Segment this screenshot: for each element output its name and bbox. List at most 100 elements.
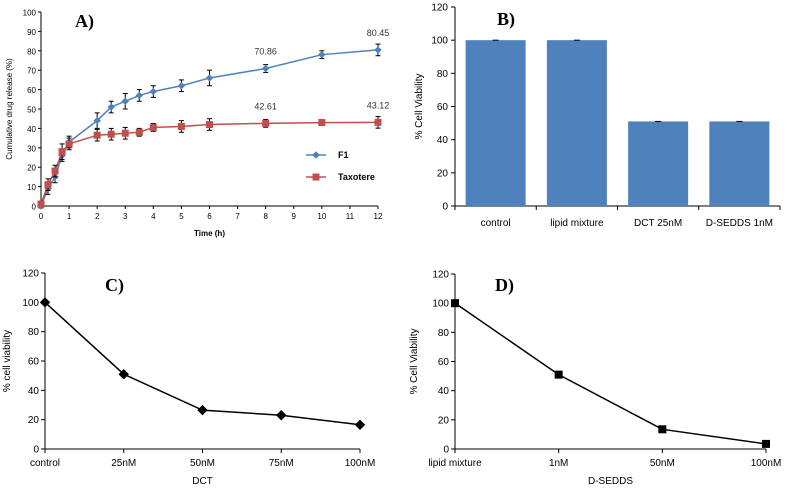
y-tick-label: 10 <box>27 183 36 192</box>
y-tick-label: 100 <box>22 298 39 309</box>
legend-label: F1 <box>338 150 349 160</box>
data-point <box>107 130 115 138</box>
series-taxotere: 42.61 43.12 Taxotere <box>37 100 390 208</box>
y-tick-label: 60 <box>438 357 450 368</box>
data-point <box>762 439 770 448</box>
x-axis-title: DCT <box>192 476 213 487</box>
data-point <box>121 129 129 137</box>
x-tick-label: 100nM <box>751 458 782 469</box>
data-point <box>262 119 270 127</box>
y-tick-label: 20 <box>437 168 449 179</box>
y-tick-label: 40 <box>438 386 450 397</box>
panel-letter: D) <box>495 275 514 296</box>
y-tick-label: 0 <box>443 445 449 456</box>
x-tick-label: 1nM <box>549 458 568 469</box>
data-point <box>177 82 186 90</box>
x-axis-title: D-SEDDS <box>588 476 633 487</box>
data-point <box>37 200 45 208</box>
series-f1: 70.86 80.45 F1 <box>37 28 390 210</box>
x-tick-label: 1 <box>67 212 72 221</box>
y-axis-title: % cell viability <box>2 330 13 392</box>
x-tick-label: control <box>481 218 511 229</box>
x-tick-label: D-SEDDS 1nM <box>706 218 773 229</box>
data-point <box>93 131 101 139</box>
series-line <box>454 302 767 445</box>
bar <box>546 40 607 206</box>
data-point <box>149 87 158 96</box>
data-label: 70.86 <box>254 47 277 57</box>
data-point <box>51 167 59 175</box>
x-tick-label: 8 <box>263 212 268 221</box>
data-point <box>44 181 52 189</box>
data-point <box>206 121 213 129</box>
x-tick-label: 50nM <box>650 458 675 469</box>
x-tick-label: DCT 25nM <box>634 218 682 229</box>
panel-letter: B) <box>497 9 515 30</box>
data-point <box>107 103 115 111</box>
y-tick-label: 0 <box>32 203 37 212</box>
x-tick-label: 0 <box>39 212 44 221</box>
y-tick-label: 70 <box>27 67 36 76</box>
data-point <box>318 119 326 127</box>
data-point <box>58 148 66 156</box>
y-tick-label: 60 <box>28 357 40 368</box>
data-point <box>276 410 287 421</box>
bar <box>709 121 770 206</box>
y-tick-label: 100 <box>23 9 37 18</box>
y-tick-label: 20 <box>28 415 40 426</box>
x-tick-label: control <box>30 458 60 469</box>
legend-label: Taxotere <box>338 172 375 182</box>
x-tick-label: 10 <box>317 212 326 221</box>
y-axis-title: Cumulative drug release (%) <box>5 58 14 160</box>
y-tick-label: 60 <box>27 86 36 95</box>
data-point <box>205 74 214 82</box>
data-point <box>318 50 326 59</box>
data-label: 80.45 <box>367 28 390 38</box>
y-tick-label: 90 <box>27 28 36 37</box>
x-tick-label: 12 <box>374 212 383 221</box>
x-axis-title: Time (h) <box>194 229 225 238</box>
data-point <box>554 370 563 379</box>
x-tick-label: lipid mixture <box>550 218 604 229</box>
data-point <box>93 116 101 125</box>
legend-marker <box>312 173 320 181</box>
data-point <box>374 46 382 54</box>
y-tick-label: 120 <box>22 269 39 280</box>
x-tick-label: lipid mixture <box>428 458 482 469</box>
x-tick-label: 4 <box>151 212 156 221</box>
y-tick-label: 0 <box>33 445 39 456</box>
legend-marker <box>312 151 320 159</box>
data-point <box>39 297 51 308</box>
x-tick-label: 7 <box>235 212 240 221</box>
x-tick-label: 75nM <box>269 458 294 469</box>
data-point <box>135 91 143 100</box>
x-tick-label: 6 <box>207 212 212 221</box>
x-tick-label: 2 <box>95 212 100 221</box>
data-point <box>197 404 208 416</box>
data-point <box>354 419 366 431</box>
y-tick-label: 80 <box>438 328 450 339</box>
y-tick-label: 20 <box>27 164 36 173</box>
data-point <box>451 299 459 308</box>
data-label: 42.61 <box>254 101 277 111</box>
y-tick-label: 80 <box>28 327 40 338</box>
y-tick-label: 80 <box>27 47 36 56</box>
x-tick-label: 3 <box>123 212 128 221</box>
y-axis-title: % Cell Viability <box>414 74 425 140</box>
x-tick-label: 5 <box>179 212 184 221</box>
data-label: 43.12 <box>367 100 390 110</box>
y-tick-label: 30 <box>27 144 36 153</box>
data-point <box>261 64 270 73</box>
x-tick-label: 9 <box>292 212 297 221</box>
data-point <box>374 118 382 126</box>
y-tick-label: 60 <box>437 102 449 113</box>
y-tick-label: 20 <box>438 415 450 426</box>
y-tick-label: 120 <box>432 270 449 281</box>
y-tick-label: 120 <box>431 3 448 14</box>
data-point <box>118 368 129 380</box>
bar <box>628 121 689 206</box>
bar <box>465 40 526 206</box>
data-point <box>65 140 73 148</box>
